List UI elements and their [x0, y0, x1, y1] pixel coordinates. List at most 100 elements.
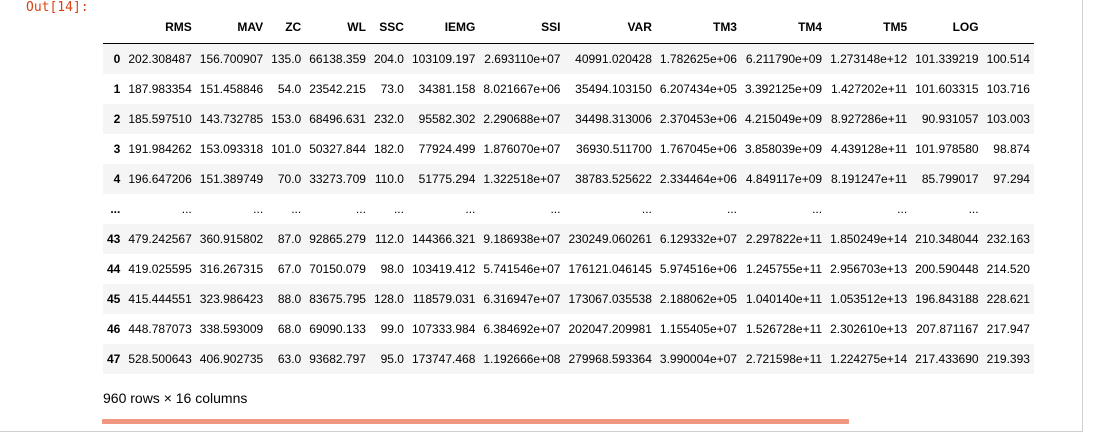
table-cell: 6.129332e+07 [659, 232, 737, 246]
table-cell: 8.021667e+06 [483, 82, 561, 96]
table-cell: ... [726, 202, 737, 216]
column-header: TM5 [826, 12, 912, 44]
column-header: SSC [369, 12, 408, 44]
table-cell: 100.514 [986, 52, 1030, 66]
row-index: 46 [107, 322, 121, 336]
table-cell: 101.0 [271, 142, 302, 156]
table-cell: 210.348044 [915, 232, 979, 246]
table-cell: 1.224275e+14 [830, 352, 908, 366]
table-cell: 202047.209981 [568, 322, 652, 336]
row-index: ... [110, 202, 121, 216]
table-cell: 107333.984 [411, 322, 476, 336]
table-cell: 6.316947e+07 [483, 292, 561, 306]
row-index: 2 [113, 112, 121, 126]
table-cell: 143.732785 [199, 112, 264, 126]
table-cell: 2.370453e+06 [659, 112, 737, 126]
table-cell: 50327.844 [309, 142, 366, 156]
table-cell [983, 194, 1034, 224]
table-cell: 144366.321 [411, 232, 476, 246]
table-cell: 1.040140e+11 [745, 292, 823, 306]
table-cell: 207.871167 [916, 322, 979, 336]
table-cell: 92865.279 [309, 232, 366, 246]
column-header: ZC [267, 12, 306, 44]
table-cell: 279968.593364 [568, 352, 652, 366]
dataframe-shape-info: 960 rows × 16 columns [103, 390, 248, 406]
table-cell: 103.716 [986, 82, 1030, 96]
table-cell: 4.849117e+09 [745, 172, 823, 186]
table-cell: 214.520 [986, 262, 1030, 276]
table-cell: 38783.525622 [575, 172, 652, 186]
table-cell: 103419.412 [411, 262, 476, 276]
table-cell: 2.302610e+13 [830, 322, 908, 336]
column-header [982, 12, 1034, 44]
column-header: WL [305, 12, 370, 44]
table-cell: 173747.468 [411, 352, 476, 366]
table-cell: ... [641, 202, 652, 216]
table-cell: 5.974516e+06 [659, 262, 737, 276]
table-cell: 191.984262 [128, 142, 192, 156]
column-header: VAR [564, 12, 656, 44]
table-cell: 230249.060261 [568, 232, 652, 246]
table-row: 44 419.025595 316.267315 67.0 70150.079 98.0 1… [103, 254, 1034, 284]
table-cell: 228.621 [986, 292, 1030, 306]
table-cell: 479.242567 [128, 232, 192, 246]
table-cell: 110.0 [374, 172, 404, 186]
row-index: 45 [107, 292, 121, 306]
table-cell: 9.186938e+07 [483, 232, 561, 246]
table-cell: 70150.079 [309, 262, 366, 276]
table-cell: 196.843188 [915, 292, 979, 306]
table-cell: 40991.020428 [575, 52, 652, 66]
dataframe-table: RMS MAV ZC WL SSC IEMG SSI VAR TM3 TM4 TM5 LOG 0 202… [103, 12, 1034, 374]
row-index: 3 [113, 142, 121, 156]
table-cell: 68.0 [277, 322, 302, 336]
table-cell: 23542.215 [309, 82, 366, 96]
table-cell: 204.0 [373, 52, 404, 66]
table-cell: 217.947 [986, 322, 1030, 336]
horizontal-scrollbar[interactable] [102, 419, 849, 424]
row-index: 0 [113, 52, 121, 66]
table-cell: 415.444551 [128, 292, 192, 306]
table-cell: 54.0 [277, 82, 302, 96]
table-cell: ... [550, 202, 561, 216]
table-cell: 3.858039e+09 [744, 142, 823, 156]
table-cell: 1.192666e+08 [483, 352, 561, 366]
column-header: TM3 [655, 12, 741, 44]
table-cell: 1.155405e+07 [659, 322, 737, 336]
table-cell: 1.876070e+07 [483, 142, 561, 156]
table-cell: 528.500643 [128, 352, 192, 366]
table-cell: 182.0 [373, 142, 404, 156]
table-cell: 323.986423 [199, 292, 264, 306]
table-cell: 200.590448 [915, 262, 979, 276]
row-index: 4 [113, 172, 121, 186]
table-row: 47 528.500643 406.902735 63.0 93682.797 95.0 1… [103, 344, 1034, 374]
table-cell: 69090.133 [309, 322, 366, 336]
table-row: 45 415.444551 323.986423 88.0 83675.795 128.0… [103, 284, 1034, 314]
header-row: RMS MAV ZC WL SSC IEMG SSI VAR TM3 TM4 TM5 LOG [103, 12, 1034, 44]
table-cell: 151.458846 [199, 82, 264, 96]
table-cell: 101.603315 [915, 82, 979, 96]
table-cell: 219.393 [986, 352, 1030, 366]
table-cell: 232.0 [373, 112, 404, 126]
table-cell: 99.0 [380, 322, 404, 336]
table-cell: 63.0 [277, 352, 302, 366]
table-cell: 33273.709 [309, 172, 366, 186]
table-cell: 1.782625e+06 [659, 52, 737, 66]
table-cell: 1.767045e+06 [659, 142, 737, 156]
table-cell: 2.956703e+13 [830, 262, 908, 276]
column-header: MAV [195, 12, 268, 44]
table-cell: 90.931057 [921, 112, 979, 126]
table-cell: ... [812, 202, 823, 216]
table-cell: 95582.302 [418, 112, 476, 126]
column-header: RMS [124, 12, 196, 44]
table-cell: 135.0 [271, 52, 302, 66]
output-prompt: Out[14]: [26, 0, 89, 15]
table-cell: 2.693110e+07 [484, 52, 561, 66]
table-row: 0 202.308487 156.700907 135.0 66138.359 204.0… [103, 43, 1034, 74]
table-cell: 1.053512e+13 [830, 292, 908, 306]
table-cell: 2.297822e+11 [745, 232, 823, 246]
table-row: 46 448.787073 338.593009 68.0 69090.133 99.0 1… [103, 314, 1034, 344]
table-cell: 3.990004e+07 [659, 352, 737, 366]
table-cell: 8.927286e+11 [830, 112, 908, 126]
table-cell: 103.003 [986, 112, 1030, 126]
table-cell: 118579.031 [412, 292, 476, 306]
